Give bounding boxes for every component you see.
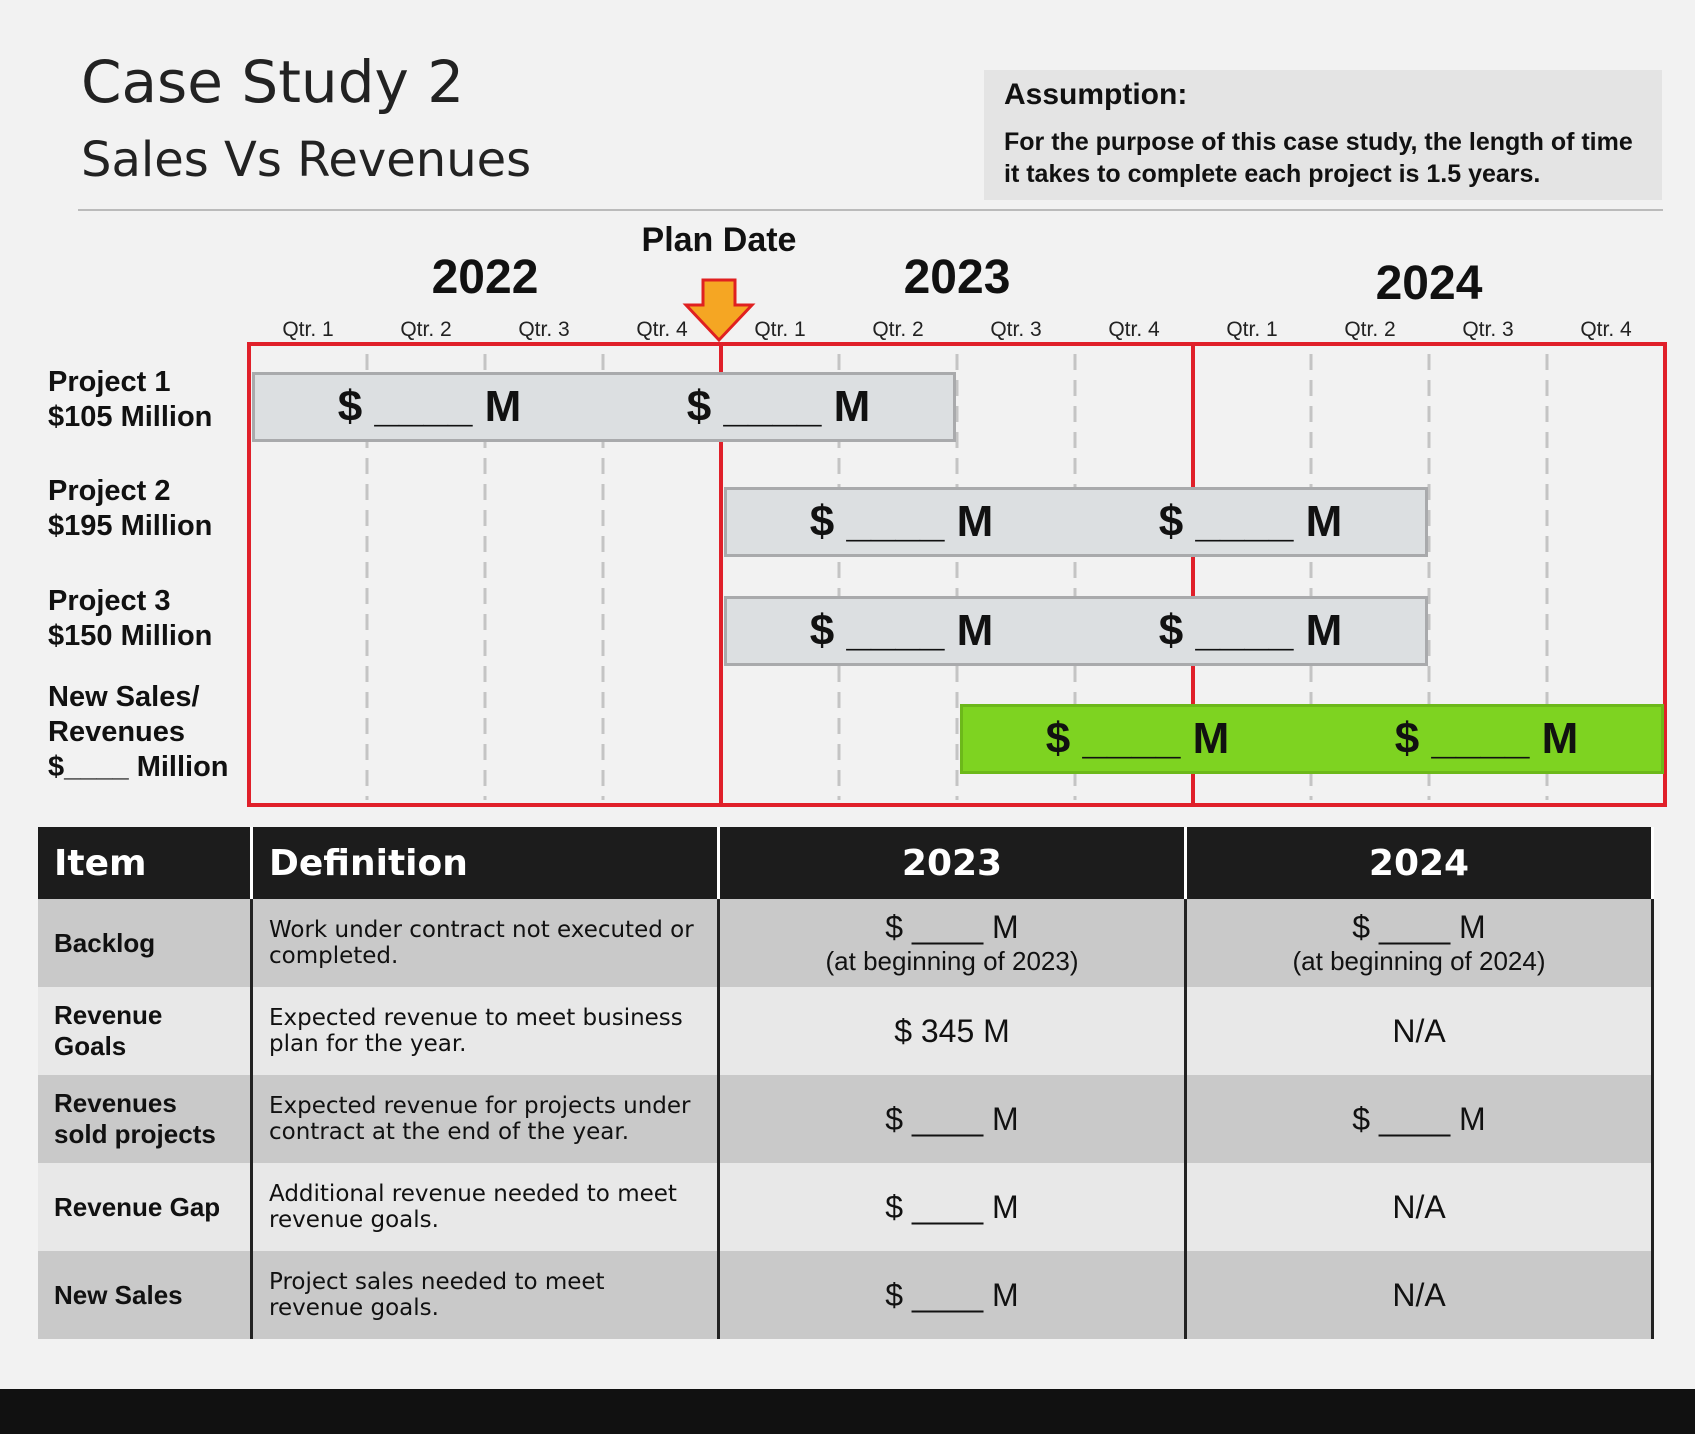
row-label: Project 3 $150 Million: [48, 584, 212, 654]
cell-amount: $ ____ M: [1352, 909, 1486, 945]
plan-date: Plan Date: [642, 221, 797, 259]
project-bar: $ ____ M $ ____ M: [724, 596, 1428, 666]
quarter-label: Qtr. 3: [1462, 318, 1514, 341]
title: Case Study 2: [81, 48, 465, 116]
row-label-line: Project 3: [48, 585, 171, 617]
year-label: 2023: [903, 251, 1011, 304]
table-cell: $ ____ M: [718, 1075, 1187, 1163]
bar-amount: $ ____ M: [1394, 714, 1579, 763]
table-cell: $ ____ M (at beginning of 2024): [1185, 899, 1654, 987]
table-cell: $ ____ M: [718, 1163, 1187, 1251]
table-cell: $ ____ M: [1185, 1075, 1654, 1163]
quarter-label: Qtr. 2: [1344, 318, 1396, 341]
table-cell: $ ____ M: [718, 1251, 1187, 1339]
bar-amount: $ ____ M: [1158, 606, 1343, 655]
table-cell: Backlog: [38, 899, 253, 987]
quarter-label: Qtr. 2: [400, 318, 452, 341]
bar-amount: $ ____ M: [1045, 714, 1230, 763]
assumption-box: Assumption: For the purpose of this case…: [984, 70, 1662, 200]
cell-note: (at beginning of 2024): [1292, 946, 1546, 976]
row-label-line: Project 2: [48, 475, 171, 507]
plan-arrow: [682, 278, 756, 343]
table-cell: $ ____ M (at beginning of 2023): [718, 899, 1187, 987]
column-header: 2023: [718, 827, 1187, 899]
table-cell: N/A: [1185, 1163, 1654, 1251]
table-row: Revenue Gap Additional revenue needed to …: [38, 1163, 1654, 1251]
row-label: New Sales/Revenues $____ Million: [48, 680, 229, 785]
table-row: Revenues sold projects Expected revenue f…: [38, 1075, 1654, 1163]
table-cell: Expected revenue to meet business plan f…: [251, 987, 720, 1075]
quarter-label: Qtr. 1: [1226, 318, 1278, 341]
cell-note: (at beginning of 2023): [825, 946, 1079, 976]
table-cell: Revenue Gap: [38, 1163, 253, 1251]
row-label-line: $150 Million: [48, 620, 213, 652]
definitions-table: Item Definition 2023 2024 Backlog Work under …: [38, 827, 1654, 1339]
quarter-label: Qtr. 4: [1580, 318, 1632, 341]
quarter-label: Qtr. 4: [636, 318, 688, 341]
column-header: 2024: [1185, 827, 1654, 899]
header-row: Item Definition 2023 2024: [38, 827, 1654, 899]
table-cell: New Sales: [38, 1251, 253, 1339]
project-bar: $ ____ M $ ____ M: [724, 487, 1428, 557]
table-cell: Work under contract not executed or comp…: [251, 899, 720, 987]
row-label-line: $____ Million: [48, 751, 229, 783]
quarter-label: Qtr. 1: [754, 318, 806, 341]
table-cell: $ 345 M: [718, 987, 1187, 1075]
subtitle: Sales Vs Revenues: [81, 132, 532, 188]
quarter-label: Qtr. 1: [282, 318, 334, 341]
row-label-line: $105 Million: [48, 401, 213, 433]
table-row: Revenue Goals Expected revenue to meet bu…: [38, 987, 1654, 1075]
table-cell: Additional revenue needed to meet revenu…: [251, 1163, 720, 1251]
row-label-line: $195 Million: [48, 510, 213, 542]
bar-amount: $ ____ M: [686, 382, 871, 431]
project-bar: $ ____ M $ ____ M: [252, 372, 956, 442]
bar-amount: $ ____ M: [1158, 497, 1343, 546]
divider: [78, 209, 1663, 211]
row-label-line: Revenues: [48, 716, 186, 748]
bar-amount: $ ____ M: [809, 606, 994, 655]
row-label: Project 2 $195 Million: [48, 474, 212, 544]
table-cell: N/A: [1185, 987, 1654, 1075]
table-cell: Project sales needed to meet revenue goa…: [251, 1251, 720, 1339]
row-label-line: New Sales/: [48, 681, 200, 713]
quarter-label: Qtr. 2: [872, 318, 924, 341]
table-cell: N/A: [1185, 1251, 1654, 1339]
project-bar: $ ____ M $ ____ M: [960, 704, 1664, 774]
row-label-line: Project 1: [48, 366, 171, 398]
year-label: 2022: [431, 251, 539, 304]
cell-amount: $ ____ M: [885, 909, 1019, 945]
bar-amount: $ ____ M: [809, 497, 994, 546]
table-row: New Sales Project sales needed to meet re…: [38, 1251, 1654, 1339]
column-header: Item: [38, 827, 253, 899]
year-label: 2024: [1375, 257, 1483, 310]
assumption-text: For the purpose of this case study, the …: [1004, 128, 1633, 188]
timeline-frame: [247, 342, 1667, 807]
table-cell: Revenue Goals: [38, 987, 253, 1075]
quarter-label: Qtr. 4: [1108, 318, 1160, 341]
screen-bezel: [0, 1389, 1695, 1434]
assumption-title: Assumption:: [1004, 78, 1188, 111]
bar-amount: $ ____ M: [337, 382, 522, 431]
table-row: Backlog Work under contract not executed …: [38, 899, 1654, 987]
row-label: Project 1 $105 Million: [48, 365, 212, 435]
table-cell: Expected revenue for projects under cont…: [251, 1075, 720, 1163]
table-cell: Revenues sold projects: [38, 1075, 253, 1163]
quarter-label: Qtr. 3: [518, 318, 570, 341]
quarter-label: Qtr. 3: [990, 318, 1042, 341]
column-header: Definition: [251, 827, 720, 899]
